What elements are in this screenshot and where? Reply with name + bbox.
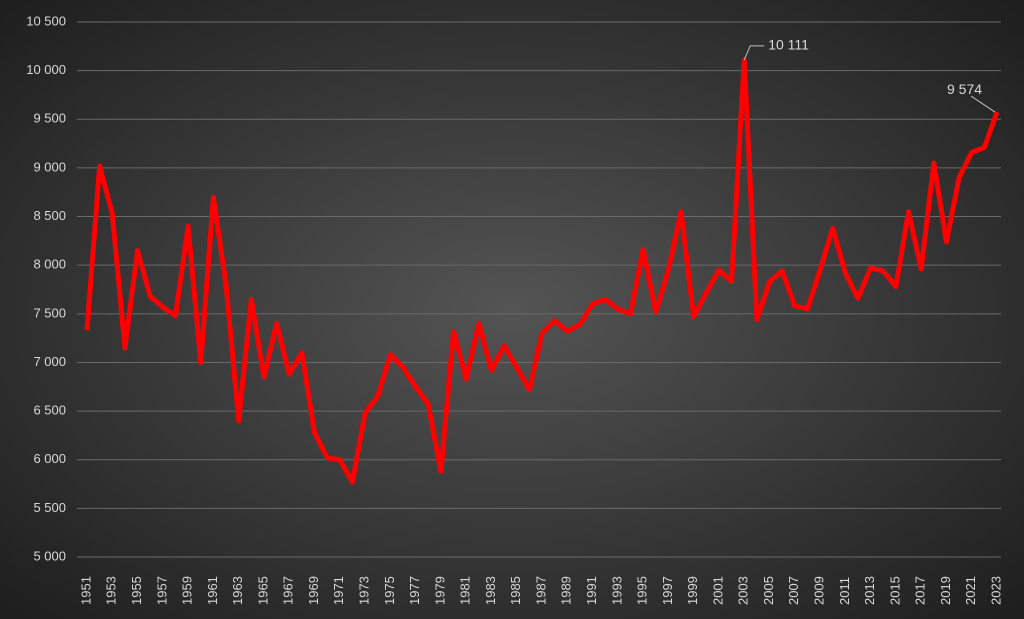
- x-tick-label: 1989: [559, 576, 574, 605]
- y-tick-label: 7 000: [33, 354, 66, 369]
- y-tick-label: 5 500: [33, 500, 66, 515]
- x-tick-label: 2013: [862, 576, 877, 605]
- x-tick-label: 2001: [710, 576, 725, 605]
- y-tick-label: 8 500: [33, 208, 66, 223]
- y-tick-label: 7 500: [33, 305, 66, 320]
- x-tick-label: 1985: [508, 576, 523, 605]
- x-tick-label: 1993: [609, 576, 624, 605]
- x-tick-label: 1961: [205, 576, 220, 605]
- x-tick-label: 2017: [913, 576, 928, 605]
- y-tick-label: 6 000: [33, 451, 66, 466]
- x-tick-label: 1971: [331, 576, 346, 605]
- x-tick-label: 1969: [306, 576, 321, 605]
- x-tick-label: 2021: [963, 576, 978, 605]
- data-label: 10 111: [768, 37, 809, 53]
- x-tick-label: 2023: [988, 576, 1003, 605]
- x-tick-label: 2011: [837, 577, 852, 605]
- y-tick-label: 9 500: [33, 111, 66, 126]
- x-tick-label: 1963: [230, 576, 245, 605]
- x-tick-label: 2015: [887, 576, 902, 605]
- x-tick-label: 1997: [660, 576, 675, 605]
- x-tick-label: 2019: [938, 576, 953, 605]
- x-tick-label: 1999: [685, 576, 700, 605]
- y-tick-label: 5 000: [33, 548, 66, 563]
- x-tick-label: 1965: [255, 576, 270, 605]
- x-tick-label: 1967: [281, 576, 296, 605]
- y-tick-label: 10 000: [26, 62, 66, 77]
- y-tick-label: 10 500: [26, 13, 66, 28]
- x-tick-label: 1951: [78, 576, 93, 605]
- y-tick-label: 9 000: [33, 159, 66, 174]
- x-tick-label: 1991: [584, 576, 599, 605]
- data-label: 9 574: [947, 81, 982, 97]
- x-tick-label: 1973: [356, 576, 371, 605]
- x-tick-label: 2005: [761, 576, 776, 605]
- x-tick-label: 2007: [786, 576, 801, 605]
- y-tick-label: 6 500: [33, 403, 66, 418]
- x-tick-label: 1959: [180, 576, 195, 605]
- x-tick-label: 2003: [736, 576, 751, 605]
- x-tick-label: 1957: [154, 576, 169, 605]
- data-line: [84, 57, 1000, 485]
- x-tick-label: 2009: [811, 576, 826, 605]
- x-tick-label: 1975: [382, 576, 397, 605]
- x-tick-label: 1977: [407, 576, 422, 605]
- x-tick-label: 1987: [533, 576, 548, 605]
- label-leader: [743, 45, 765, 61]
- x-tick-label: 1955: [129, 576, 144, 605]
- x-tick-label: 1981: [458, 576, 473, 605]
- y-tick-label: 8 000: [33, 257, 66, 272]
- label-leader: [970, 95, 996, 113]
- x-tick-label: 1995: [635, 576, 650, 605]
- x-tick-label: 1979: [432, 576, 447, 605]
- x-tick-label: 1983: [483, 576, 498, 605]
- x-tick-label: 1953: [104, 576, 119, 605]
